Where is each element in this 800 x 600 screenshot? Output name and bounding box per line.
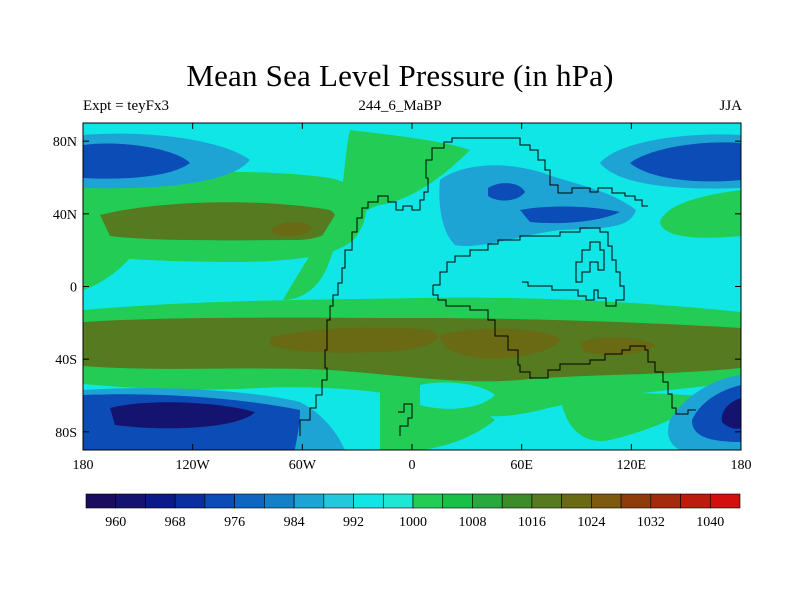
season-label: JJA <box>719 98 742 114</box>
field-low-arctic-east <box>630 142 741 182</box>
colorbar-label: 1000 <box>399 515 427 530</box>
colorbar-label: 984 <box>284 515 305 530</box>
colorbar-swatch <box>382 493 414 509</box>
colorbar-swatch <box>204 493 235 509</box>
field-green-south-pacific <box>560 392 700 441</box>
colorbar-label: 976 <box>224 515 245 530</box>
colorbar-swatch <box>591 493 622 509</box>
field-green-west-edge <box>83 250 130 290</box>
colorbar-swatch <box>293 493 325 509</box>
axis-tick-labels: 180 120W 60W 0 60E 120E 180 80N 40N 0 40S 80S <box>53 135 752 473</box>
coastline <box>299 137 696 436</box>
colorbar-label: 1024 <box>577 515 605 530</box>
colorbar-label: 968 <box>165 515 186 530</box>
axis-ticks <box>82 123 742 450</box>
coastline-tethys <box>433 227 625 307</box>
field-brown-nh <box>272 222 312 236</box>
colorbar-swatch <box>709 493 741 509</box>
field-green-nh-east <box>660 190 741 238</box>
y-tick-label: 0 <box>70 281 77 296</box>
colorbar-swatch <box>561 493 592 509</box>
field-cyan-south-indian <box>420 382 495 409</box>
colorbar-swatch <box>531 493 562 509</box>
colorbar-swatch <box>442 493 473 509</box>
x-tick-label: 60W <box>289 458 317 473</box>
colorbar-swatch <box>353 493 384 509</box>
x-tick-label: 60E <box>510 458 533 473</box>
field-brown-sh-east <box>580 337 655 356</box>
colorbar-swatch <box>145 493 176 509</box>
field-olive-sh <box>83 317 741 382</box>
colorbar-swatch <box>115 493 146 509</box>
pressure-field <box>83 123 741 450</box>
y-tick-label: 40N <box>53 208 77 223</box>
x-tick-label: 0 <box>409 458 416 473</box>
colorbar-swatch <box>472 493 503 509</box>
field-brown-sh-west <box>270 327 438 353</box>
field-brown-sh-center <box>440 328 560 359</box>
field-green-africa <box>283 130 470 300</box>
coastline-west <box>299 137 648 436</box>
coastline-east-coast <box>575 241 605 283</box>
field-low-asia-core <box>488 183 525 201</box>
x-tick-label: 120E <box>617 458 647 473</box>
colorbar-label: 1032 <box>637 515 665 530</box>
colorbar-swatch <box>85 493 117 509</box>
field-low-asia-band <box>520 206 620 224</box>
y-tick-label: 80N <box>53 135 77 150</box>
field-low-antarctic-east <box>692 385 741 442</box>
x-tick-label: 180 <box>73 458 94 473</box>
colorbar-swatch <box>620 493 652 509</box>
colorbar-swatch <box>680 493 711 509</box>
period-label: 244_6_MaBP <box>358 98 442 114</box>
colorbar-label: 1008 <box>458 515 486 530</box>
coastline-south <box>432 285 696 415</box>
colorbar-label: 1040 <box>696 515 724 530</box>
field-midlow-asia <box>439 165 636 247</box>
colorbar-swatch <box>264 493 295 509</box>
colorbar <box>85 493 741 509</box>
x-tick-label: 120W <box>176 458 211 473</box>
colorbar-label: 1016 <box>518 515 546 530</box>
colorbar-swatch <box>650 493 681 509</box>
colorbar-swatch <box>323 493 354 509</box>
colorbar-swatch <box>234 493 265 509</box>
y-tick-label: 40S <box>55 353 77 368</box>
colorbar-label: 992 <box>343 515 364 530</box>
field-deeplow-antarctic-east <box>721 398 741 429</box>
y-tick-label: 80S <box>55 426 77 441</box>
field-deeplow-antarctic-west <box>110 402 255 429</box>
x-tick-label: 180 <box>731 458 752 473</box>
colorbar-swatch <box>174 493 206 509</box>
colorbar-swatch <box>501 493 533 509</box>
field-low-arctic-west <box>83 143 190 179</box>
colorbar-labels: 960 968 976 984 992 1000 1008 1016 1024 1032 1040 <box>105 515 724 530</box>
colorbar-label: 960 <box>105 515 126 530</box>
coastline-island-sw <box>398 403 413 436</box>
experiment-label: Expt = teyFx3 <box>83 98 169 114</box>
map-title: Mean Sea Level Pressure (in hPa) <box>186 58 614 93</box>
colorbar-swatch <box>412 493 444 509</box>
